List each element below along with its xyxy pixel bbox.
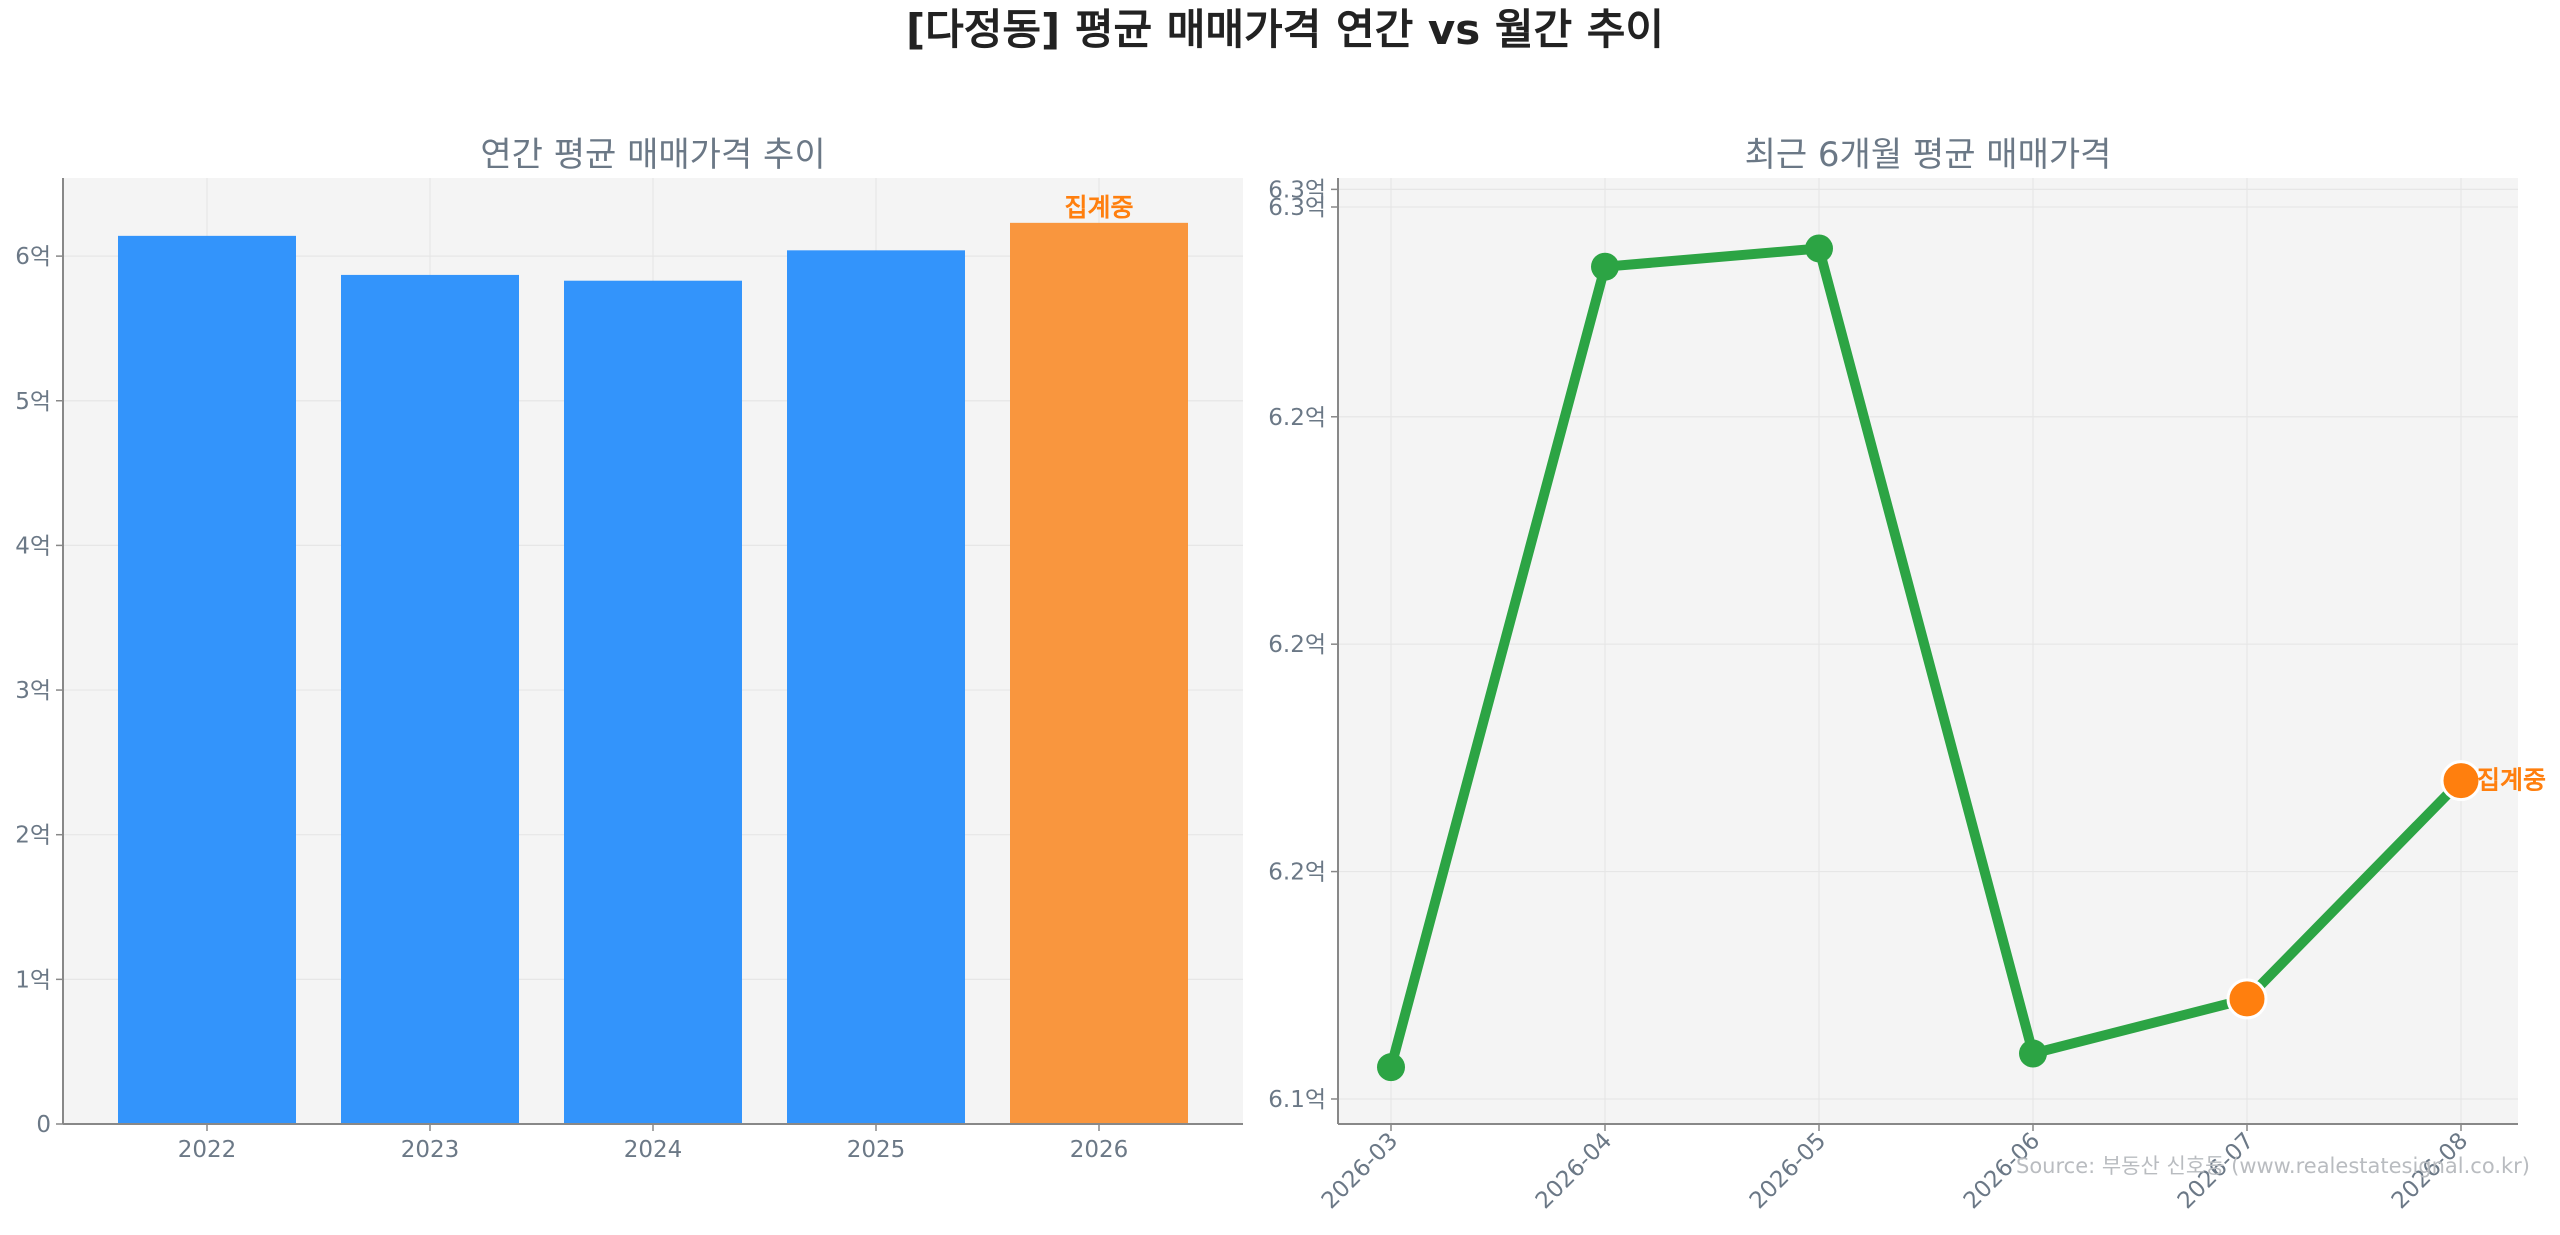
point [1591,252,1619,281]
x-tick-label: 2022 [178,1137,237,1163]
y-tick-label: 3억 [15,678,51,704]
point-partial [2226,978,2268,1020]
y-tick-label: 6.1억 [1268,1087,1326,1113]
monthly-line-chart: 최근 6개월 평균 매매가격 6.1억 6.2억 6.2억 6.2억 6.3억6.3억집계… [1268,135,2546,1214]
partial-label: 집계중 [1064,193,1133,222]
y-tick-label: 4억 [15,533,51,559]
chart-title: 연간 평균 매매가격 추이 [480,135,825,175]
x-tick-label: 2026-05 [1745,1128,1831,1214]
y-tick-label: 5억 [15,389,51,415]
annual-bar-chart: 연간 평균 매매가격 추이 0 1억 2억 3억 4억 5억 6억 2022 2023 2024 20… [15,135,1243,1163]
chart-title: 최근 6개월 평균 매매가격 [1745,135,2112,175]
y-tick-label: 0 [36,1112,51,1138]
series-line [1386,243,2466,1073]
y-tick-label: 6.3억 [1268,195,1326,221]
x-tick-label: 2026-04 [1531,1128,1617,1214]
figure-title: [다정동] 평균 매매가격 연간 vs 월간 추이 [906,5,1664,54]
x-tick-label: 2024 [624,1137,683,1163]
bar [787,250,965,1124]
x-tick-label: 2026-03 [1317,1128,1403,1214]
bar-partial [1010,222,1188,1125]
y-tick-label: 6.2억 [1268,632,1326,658]
y-tick-label: 6.2억 [1268,860,1326,886]
point-partial [2440,760,2482,802]
bar [564,280,742,1124]
x-tick-label: 2023 [401,1137,460,1163]
y-tick-label: 6억 [15,244,51,270]
y-tick-label: 6.3억 [1268,177,1326,203]
y-tick-label: 1억 [15,967,51,993]
source-text: Source: 부동산 신호등 (www.realestatesignal.co… [2016,1154,2530,1178]
point [1805,234,1833,263]
y-tick-label: 6.2억 [1268,405,1326,431]
point [2019,1039,2047,1068]
bar [118,235,296,1125]
bar [341,274,519,1124]
point [1377,1053,1405,1082]
x-tick-label: 2025 [847,1137,906,1163]
x-tick-label: 2026 [1070,1137,1129,1163]
y-tick-label: 2억 [15,823,51,849]
partial-label: 집계중 [2477,766,2546,795]
